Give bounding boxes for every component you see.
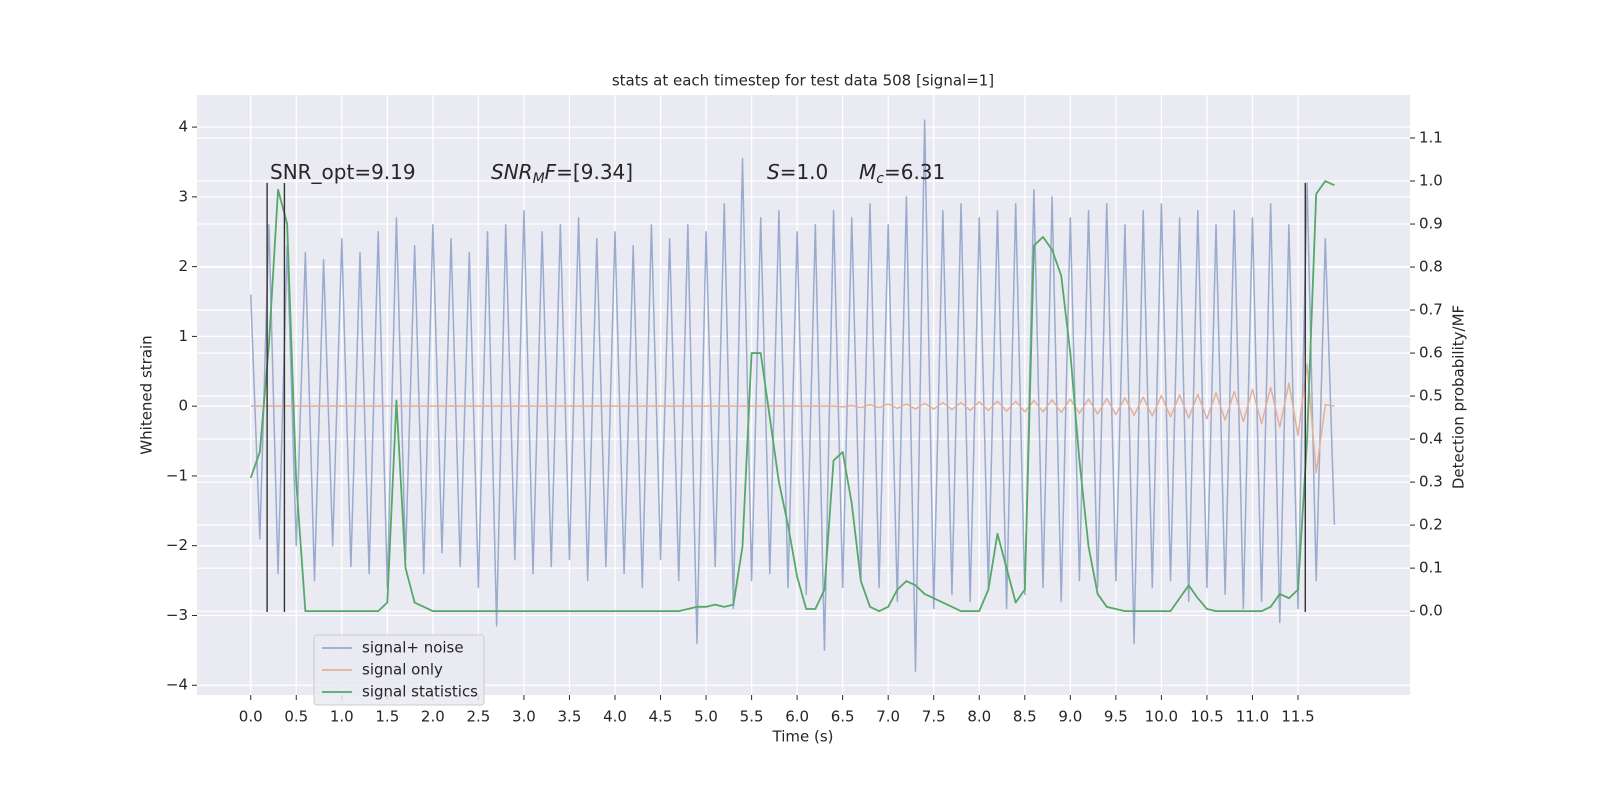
x-tick-label: 10.5 (1190, 708, 1223, 726)
y2-tick-label: 1.0 (1419, 172, 1443, 190)
legend-box (313, 634, 485, 706)
x-tick-label: 4.0 (603, 708, 627, 726)
y2-tick-label: 0.0 (1419, 602, 1443, 620)
chart-title: stats at each timestep for test data 508… (612, 72, 994, 90)
x-tick-label: 4.5 (649, 708, 673, 726)
x-tick-label: 3.0 (512, 708, 536, 726)
y2-tick-label: 0.5 (1419, 387, 1443, 405)
y2-tick-label: 0.2 (1419, 516, 1443, 534)
y2-tick-label: 0.9 (1419, 215, 1443, 233)
x-tick-label: 9.0 (1058, 708, 1082, 726)
x-tick-label: 2.5 (466, 708, 490, 726)
y2-tick-label: 1.1 (1419, 129, 1443, 147)
annotation-part: M (533, 171, 545, 187)
annotation-part: M (859, 160, 876, 184)
x-tick-label: 6.5 (831, 708, 855, 726)
annotation: S=1.0 (767, 160, 828, 184)
x-tick-label: 7.5 (922, 708, 946, 726)
y-tick-label: −3 (166, 606, 188, 624)
legend-label: signal+ noise (362, 639, 464, 657)
annotation-part: S (767, 160, 780, 184)
legend-label: signal statistics (362, 683, 478, 701)
x-tick-label: 7.0 (876, 708, 900, 726)
x-tick-label: 5.5 (740, 708, 764, 726)
x-tick-label: 9.5 (1104, 708, 1128, 726)
y2-tick-label: 0.1 (1419, 559, 1443, 577)
y2-tick-label: 0.6 (1419, 344, 1443, 362)
series-line (250, 363, 1335, 474)
y-tick-label: −4 (166, 676, 188, 694)
x-tick-label: 2.0 (421, 708, 445, 726)
x-tick-label: 11.0 (1236, 708, 1269, 726)
x-tick-label: 8.0 (967, 708, 991, 726)
y-tick-label: 1 (178, 327, 188, 345)
x-tick-label: 5.0 (694, 708, 718, 726)
series-line (249, 119, 1336, 673)
y-tick-label: −1 (166, 466, 188, 484)
y2-tick-label: 0.4 (1419, 430, 1443, 448)
y-tick-label: 0 (178, 397, 188, 415)
annotation: SNR_opt=9.19 (270, 160, 416, 184)
x-tick-label: 0.0 (239, 708, 263, 726)
annotation-part: c (876, 171, 884, 187)
x-tick-label: 8.5 (1013, 708, 1037, 726)
y2-tick-label: 0.8 (1419, 258, 1443, 276)
annotation-part: =6.31 (884, 160, 945, 184)
annotation-part: F (545, 160, 557, 184)
plot-area (197, 95, 1410, 695)
x-tick-label: 6.0 (785, 708, 809, 726)
x-tick-label: 3.5 (558, 708, 582, 726)
annotation-part: SNR_opt=9.19 (270, 160, 416, 184)
x-tick-label: 1.5 (375, 708, 399, 726)
legend-label: signal only (362, 661, 443, 679)
series-line (249, 180, 1335, 613)
annotation: Mc=6.31 (859, 160, 945, 188)
y-tick-label: −2 (166, 536, 188, 554)
x-tick-label: 10.0 (1145, 708, 1178, 726)
y2-axis-label: Detection probability/MF (1450, 305, 1468, 489)
annotation-part: =1.0 (780, 160, 829, 184)
y-axis-label: Whitened strain (138, 335, 156, 454)
annotation-part: =[9.34] (556, 160, 633, 184)
y2-tick-label: 0.7 (1419, 301, 1443, 319)
y2-tick-label: 0.3 (1419, 473, 1443, 491)
y-tick-label: 4 (178, 118, 188, 136)
annotation: SNRMF=[9.34] (491, 160, 633, 188)
x-tick-label: 1.0 (330, 708, 354, 726)
y-tick-label: 2 (178, 257, 188, 275)
x-tick-label: 0.5 (284, 708, 308, 726)
annotation-part: SNR (491, 160, 533, 184)
y-tick-label: 3 (178, 187, 188, 205)
x-axis-label: Time (s) (772, 728, 834, 746)
x-tick-label: 11.5 (1281, 708, 1314, 726)
